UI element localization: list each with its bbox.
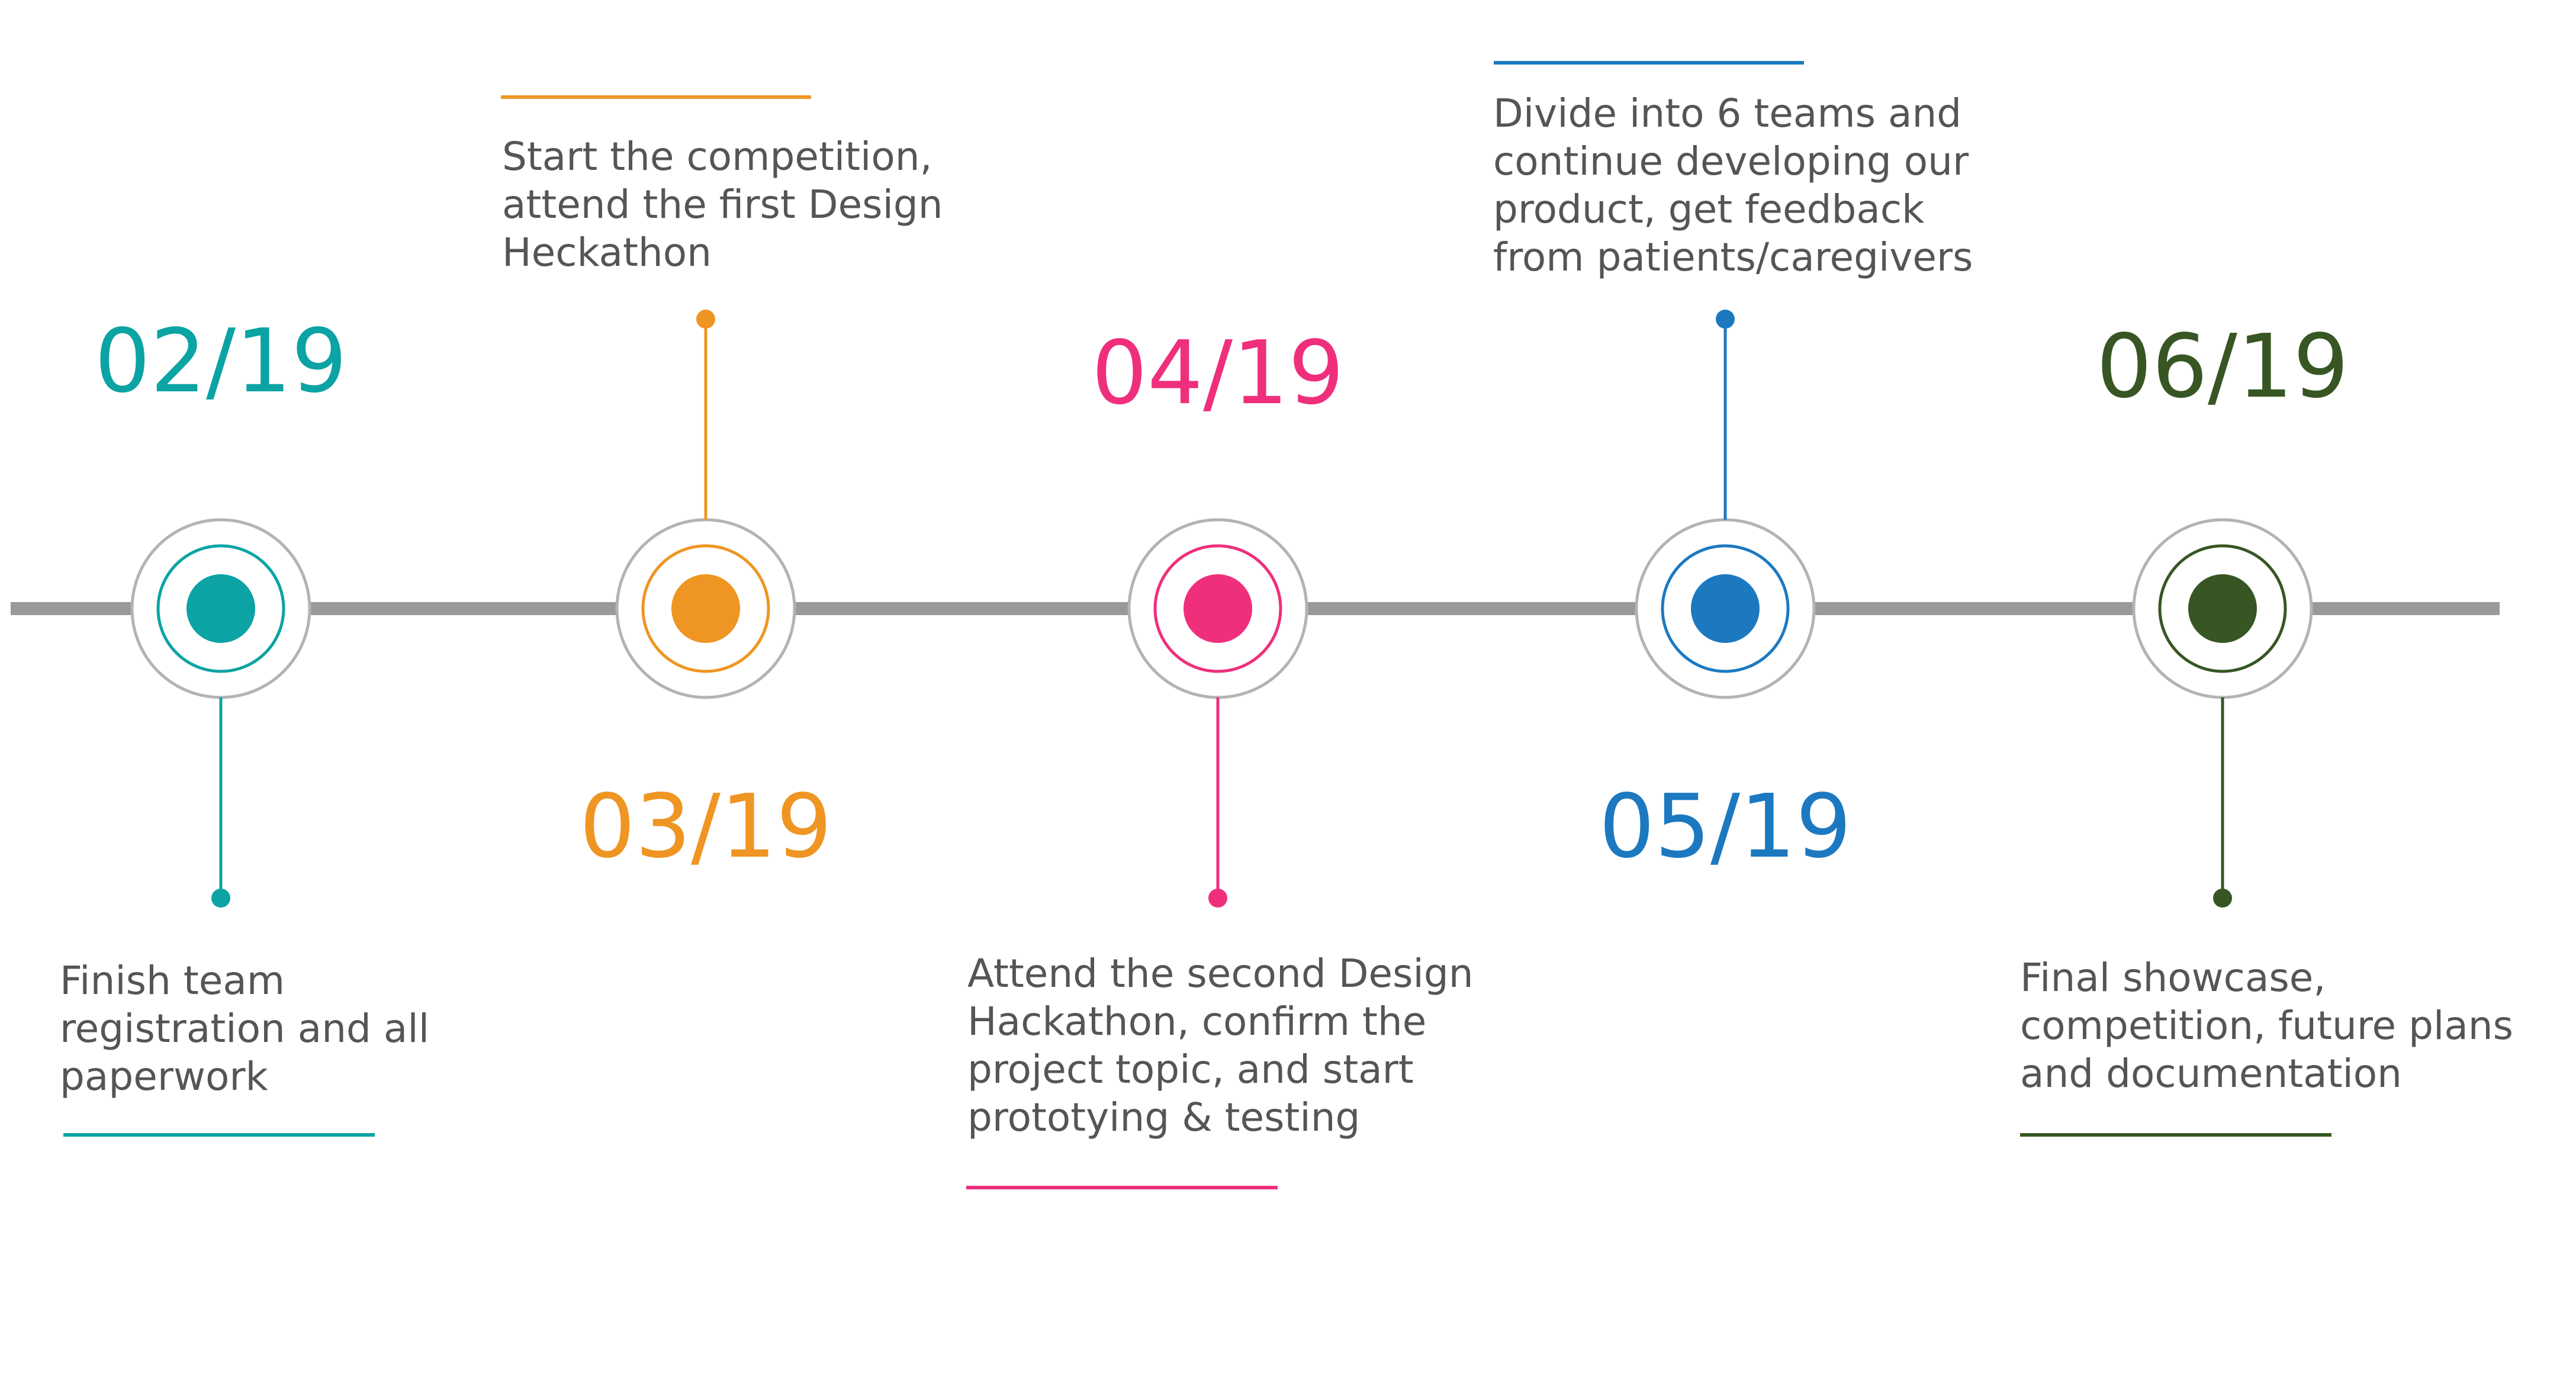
milestone-2-description-line: prototying & testing xyxy=(967,1095,1361,1140)
milestone-4-inner-ring xyxy=(2158,544,2287,673)
milestone-3-inner-ring xyxy=(1661,544,1790,673)
milestone-0-dot xyxy=(186,574,255,643)
milestone-1-description-line: Heckathon xyxy=(502,230,712,275)
milestone-0-date: 02/19 xyxy=(94,310,348,412)
milestone-2-description-line: Hackathon, confirm the xyxy=(967,999,1427,1044)
milestone-3-description-line: Divide into 6 teams and xyxy=(1493,91,1962,136)
milestone-4-description: Final showcase, competition, future plan… xyxy=(2020,954,2513,1098)
milestone-2-date: 04/19 xyxy=(1091,322,1345,424)
milestone-1-graphic xyxy=(501,95,811,699)
milestone-2-graphic xyxy=(966,518,1308,1189)
milestone-2-description-line: project topic, and start xyxy=(967,1047,1414,1092)
milestone-4-description-line: Final showcase, xyxy=(2020,955,2326,1000)
milestone-2-connector-end xyxy=(1208,889,1227,908)
milestone-3-description: Divide into 6 teams and continue develop… xyxy=(1493,89,1973,281)
milestone-1-inner-ring xyxy=(641,544,770,673)
milestone-0-description-line: paperwork xyxy=(60,1054,268,1099)
milestone-0-description: Finish team registration and all paperwo… xyxy=(60,957,429,1101)
milestone-2-inner-ring xyxy=(1153,544,1282,673)
milestone-1-description: Start the competition, attend the first … xyxy=(502,133,943,276)
milestone-3-connector-end xyxy=(1716,310,1735,329)
milestone-3-description-line: continue developing our xyxy=(1493,139,1969,184)
milestone-4-description-line: competition, future plans xyxy=(2020,1003,2513,1048)
milestone-1-date: 03/19 xyxy=(579,776,832,877)
milestone-4-description-line: and documentation xyxy=(2020,1051,2403,1096)
milestone-2-description: Attend the second Design Hackathon, conf… xyxy=(967,950,1474,1141)
milestone-3-description-line: from patients/caregivers xyxy=(1493,234,1973,280)
milestone-1-connector-end xyxy=(696,310,715,329)
milestone-0-graphic xyxy=(63,518,375,1137)
milestone-2-dot xyxy=(1184,574,1252,643)
milestone-3-dot xyxy=(1691,574,1760,643)
milestone-1-dot xyxy=(671,574,740,643)
milestone-3-description-line: product, get feedback xyxy=(1493,186,1925,232)
milestone-4-date: 06/19 xyxy=(2096,316,2349,417)
milestone-3-date: 05/19 xyxy=(1599,776,1852,877)
milestone-0-description-line: registration and all xyxy=(60,1006,430,1051)
milestone-1-description-line: Start the competition, xyxy=(502,134,932,179)
milestone-3-graphic xyxy=(1494,61,1816,699)
milestone-4-graphic xyxy=(2020,518,2331,1137)
milestone-4-connector-end xyxy=(2213,889,2232,908)
milestone-0-connector-end xyxy=(211,889,230,908)
milestone-0-inner-ring xyxy=(156,544,285,673)
milestone-1-description-line: attend the first Design xyxy=(502,182,943,227)
milestone-2-description-line: Attend the second Design xyxy=(967,951,1474,996)
milestone-0-description-line: Finish team xyxy=(60,958,285,1003)
milestone-4-dot xyxy=(2188,574,2257,643)
